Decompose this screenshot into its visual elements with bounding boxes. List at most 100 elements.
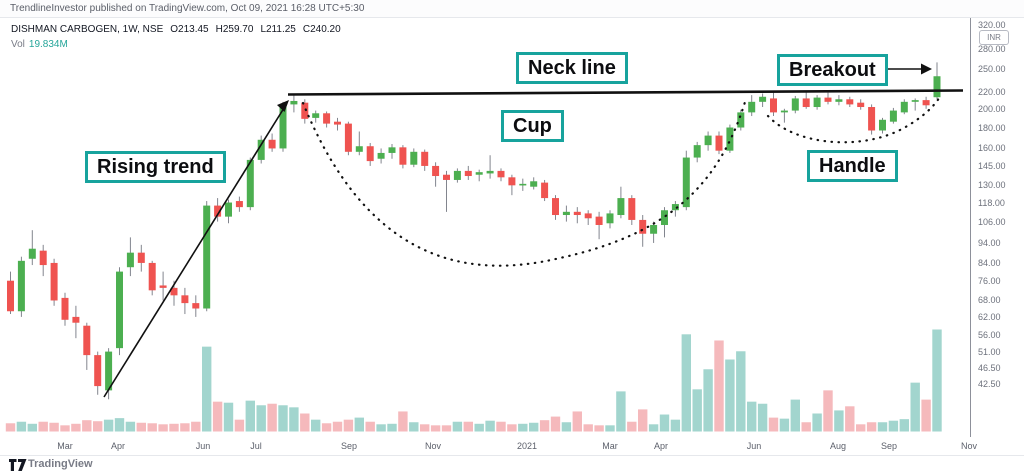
candle-body	[759, 96, 767, 102]
candle-body	[432, 165, 440, 177]
volume-bar	[430, 425, 441, 432]
candle-body	[17, 260, 25, 312]
candle-body	[911, 100, 919, 102]
tradingview-brand-text[interactable]: TradingView	[28, 458, 93, 470]
candle-body	[192, 303, 200, 309]
candle-body	[334, 121, 341, 125]
candle-body	[137, 252, 145, 263]
tradingview-logo-icon[interactable]	[9, 459, 27, 471]
volume-bar	[692, 389, 702, 432]
candle-body	[835, 99, 843, 102]
high-value: H259.70	[215, 24, 254, 35]
candle-body	[628, 198, 636, 220]
handle-curve-drawing[interactable]	[766, 93, 943, 144]
candle-body	[879, 119, 886, 131]
low-value: L211.25	[260, 24, 296, 35]
candle-body	[922, 100, 930, 106]
candle-body	[584, 213, 592, 219]
candle-body	[846, 99, 854, 105]
volume-bar	[801, 422, 811, 432]
candle-body	[770, 98, 777, 113]
time-axis-label: Mar	[57, 441, 73, 451]
price-tick-label: 130.00	[978, 180, 1006, 191]
candle-body	[868, 107, 876, 131]
symbol-title[interactable]: DISHMAN CARBOGEN, 1W, NSE	[11, 24, 164, 35]
price-tick-label: 180.00	[978, 122, 1006, 133]
volume-bar	[463, 421, 473, 432]
candle-body	[475, 172, 483, 175]
currency-badge[interactable]: INR	[979, 30, 1009, 45]
time-axis-label: Apr	[110, 441, 126, 451]
annotation-breakout[interactable]: Breakout	[777, 54, 888, 86]
candle-body	[344, 123, 352, 152]
candle-body	[780, 110, 788, 113]
chart-footer: TradingView	[0, 455, 1024, 472]
candle-body	[737, 112, 745, 128]
time-axis-label: Aug	[829, 441, 847, 451]
candle-body	[508, 177, 516, 186]
volume-bar	[332, 421, 343, 432]
time-axis-label: 2021	[516, 441, 538, 451]
volume-bar	[856, 424, 866, 432]
price-tick-label: 160.00	[978, 143, 1006, 154]
candle-body	[290, 100, 298, 105]
candle-body	[126, 252, 134, 268]
candle-body	[28, 248, 36, 259]
volume-bar	[289, 407, 299, 432]
candle-body	[388, 147, 396, 153]
candle-body	[443, 174, 450, 180]
volume-bar	[387, 423, 397, 432]
candle-body	[214, 205, 222, 217]
neckline-drawing[interactable]	[287, 89, 964, 96]
price-tick-label: 56.00	[978, 329, 1001, 340]
price-tick-label: 320.00	[978, 20, 1006, 31]
candle-body	[377, 152, 385, 159]
volume-bar	[223, 402, 234, 432]
volume-bar	[60, 425, 70, 432]
annotation-cup[interactable]: Cup	[501, 110, 564, 142]
breakout-arrowhead-icon	[921, 63, 932, 75]
rising-trendline[interactable]	[103, 103, 288, 398]
volume-bar	[5, 423, 16, 432]
candle-body	[453, 170, 461, 180]
candle-body	[235, 201, 243, 208]
price-tick-label: 220.00	[978, 86, 1006, 97]
volume-bar	[539, 420, 550, 432]
volume-bar	[158, 424, 168, 432]
volume-bar	[49, 422, 59, 432]
candle-body	[94, 355, 102, 387]
volume-bar	[278, 405, 288, 432]
volume-value: 19.834M	[28, 39, 68, 50]
volume-bar	[910, 382, 920, 432]
volume-bar	[725, 359, 735, 432]
volume-bar	[256, 405, 266, 432]
volume-bar	[103, 419, 114, 432]
time-axis-label: Sep	[880, 441, 898, 451]
close-value: C240.20	[302, 24, 341, 35]
volume-bar	[202, 346, 212, 432]
candle-body	[671, 204, 679, 211]
candle-body	[72, 316, 80, 323]
candle-body	[83, 325, 91, 356]
time-axis-label: Mar	[602, 441, 618, 451]
time-axis[interactable]: Mar Apr Jun Jul Sep Nov 2021 Mar Apr Jun Aug Sep Nov	[0, 437, 1024, 455]
price-axis[interactable]: INR 320.00 280.00 250.00 220.00 200.00 180.00…	[970, 18, 1024, 437]
cup-curve-drawing[interactable]	[301, 100, 747, 267]
candle-body	[312, 113, 320, 118]
volume-bar	[529, 422, 539, 432]
volume-label: Vol	[11, 39, 25, 50]
volume-bar	[823, 390, 833, 432]
candle-body	[639, 219, 647, 234]
annotation-neck-line[interactable]: Neck line	[516, 52, 628, 84]
annotation-handle[interactable]: Handle	[807, 150, 898, 182]
candle-body	[116, 271, 123, 349]
volume-bar	[354, 417, 364, 432]
candle-body	[50, 262, 58, 301]
annotation-rising-trend[interactable]: Rising trend	[85, 151, 226, 183]
candle-body	[573, 211, 581, 216]
volume-bar	[420, 424, 430, 432]
volume-bar	[583, 424, 593, 432]
volume-bar	[888, 420, 899, 432]
